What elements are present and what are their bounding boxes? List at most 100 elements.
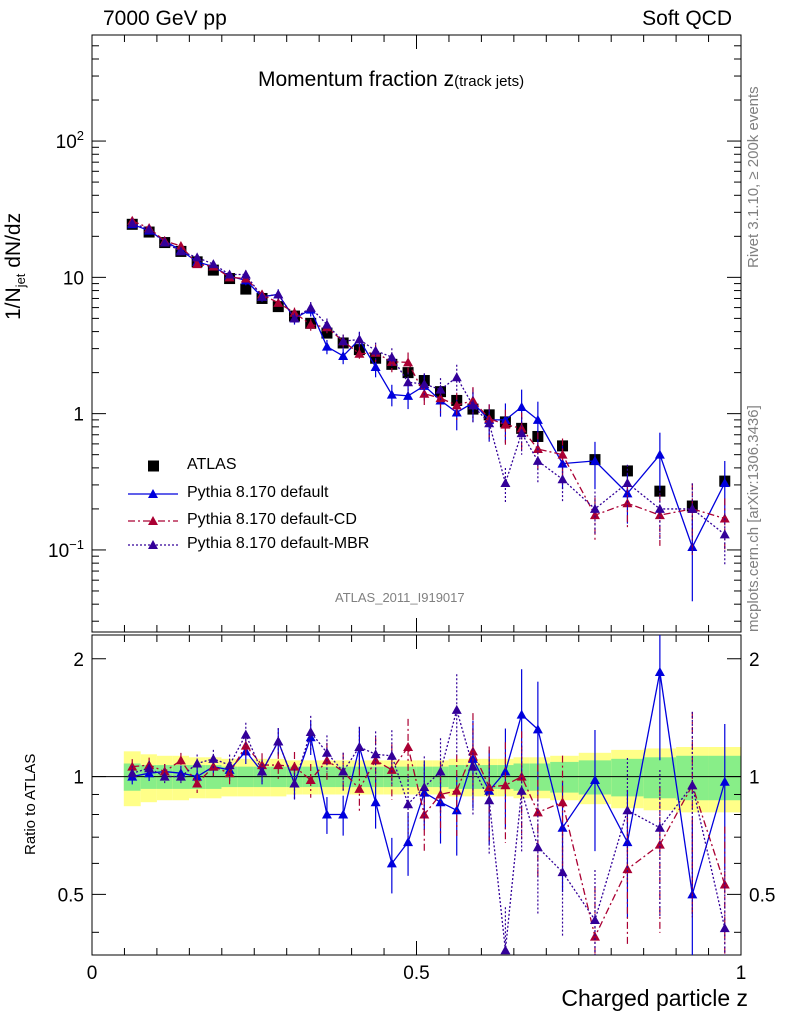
data-point-3 — [321, 319, 332, 329]
ratio-point-3 — [192, 758, 203, 768]
ratio-point-2 — [557, 797, 568, 807]
ratio-point-1 — [338, 809, 349, 819]
ratio-tick-label-right: 0.5 — [749, 885, 775, 906]
ratio-point-2 — [386, 764, 397, 774]
data-point-3 — [622, 477, 633, 487]
ratio-point-2 — [175, 755, 186, 765]
y-axis-label-sub: jet — [13, 273, 29, 288]
analysis-id: ATLAS_2011_I919017 — [335, 590, 465, 605]
x-tick-label: 1 — [736, 963, 747, 984]
data-point-2 — [557, 449, 568, 459]
ratio-point-3 — [532, 842, 543, 852]
legend-label-atlas: ATLAS — [187, 456, 237, 473]
y-axis-label-post: dN/dz — [2, 212, 25, 274]
data-point-2 — [435, 393, 446, 403]
ratio-point-2 — [403, 742, 414, 751]
data-point-1 — [589, 455, 600, 465]
x-tick-label: 0 — [87, 963, 98, 984]
data-point-1 — [516, 401, 527, 411]
ratio-point-3 — [321, 747, 332, 757]
y-tick-label: 10−1 — [48, 537, 84, 562]
data-point-1 — [403, 390, 414, 400]
ratio-point-2 — [224, 768, 235, 778]
data-point-3 — [370, 345, 381, 355]
ratio-point-3 — [435, 766, 446, 776]
data-point-3 — [338, 336, 349, 346]
ratio-point-3 — [159, 771, 170, 781]
y-tick-label: 10 — [63, 268, 84, 289]
ratio-point-3 — [127, 768, 138, 778]
ratio-point-1 — [516, 709, 527, 719]
series-line-3 — [132, 222, 726, 535]
data-point-1 — [321, 341, 332, 351]
y-tick-label: 1 — [73, 405, 84, 426]
ratio-point-1 — [386, 858, 397, 868]
data-point-3 — [403, 377, 414, 387]
data-point-3 — [451, 372, 462, 382]
data-point-2 — [305, 319, 316, 329]
data-point-2 — [289, 307, 300, 317]
ratio-tick-label-right: 2 — [749, 650, 760, 671]
ratio-point-1 — [370, 797, 381, 807]
data-point-2 — [192, 259, 203, 269]
data-point-3 — [289, 313, 300, 323]
ratio-point-3 — [500, 945, 511, 955]
ratio-point-1 — [451, 805, 462, 815]
data-point-2 — [622, 498, 633, 508]
ratio-point-1 — [654, 667, 665, 677]
ratio-point-1 — [532, 724, 543, 734]
chart-title: Momentum fraction z(track jets) — [258, 68, 524, 92]
ratio-point-2 — [451, 785, 462, 795]
ratio-band-inner — [529, 763, 551, 791]
ratio-point-2 — [289, 761, 300, 771]
data-point-3 — [589, 503, 600, 513]
data-point-2 — [516, 423, 527, 433]
legend-marker-3 — [148, 540, 158, 549]
data-point-2 — [719, 513, 730, 523]
ratio-point-3 — [516, 785, 527, 795]
ratio-point-3 — [354, 742, 365, 751]
header-energy: 7000 GeV pp — [103, 7, 227, 30]
data-point-3 — [419, 379, 430, 389]
data-point-3 — [435, 384, 446, 394]
ratio-point-2 — [435, 789, 446, 799]
data-point-3 — [208, 259, 219, 269]
data-point-1 — [338, 350, 349, 360]
chart-title-sub: (track jets) — [454, 73, 525, 90]
y-tick-label: 102 — [56, 128, 84, 153]
ratio-point-3 — [338, 766, 349, 776]
data-point-1 — [500, 414, 511, 424]
data-point-3 — [532, 455, 543, 465]
ratio-point-2 — [654, 839, 665, 849]
ratio-point-1 — [419, 787, 430, 797]
data-point-3 — [500, 477, 511, 487]
ratio-point-1 — [719, 776, 730, 786]
data-point-3 — [516, 428, 527, 438]
ratio-point-3 — [273, 736, 284, 746]
header-process: Soft QCD — [642, 7, 732, 30]
data-point-2 — [273, 297, 284, 307]
data-point-3 — [557, 474, 568, 484]
mcplots-reference-text: mcplots.cern.ch [arXiv:1306.3436] — [745, 405, 762, 632]
y-axis-label: 1/Njet dN/dz — [2, 213, 28, 320]
data-point-3 — [175, 246, 186, 256]
data-point-3 — [354, 334, 365, 344]
legend-label-mbr: Pythia 8.170 default-MBR — [187, 535, 370, 552]
legend-marker-1 — [148, 489, 158, 498]
ratio-point-3 — [419, 782, 430, 792]
data-point-3 — [257, 291, 268, 301]
data-point-3 — [467, 400, 478, 410]
data-point-1 — [532, 414, 543, 424]
legend-label-default: Pythia 8.170 default — [187, 484, 329, 501]
ratio-point-2 — [192, 778, 203, 788]
data-point-3 — [127, 218, 138, 228]
ratio-point-2 — [240, 740, 251, 750]
ratio-tick-label: 1 — [73, 768, 84, 789]
ratio-point-1 — [589, 774, 600, 784]
data-point-1 — [654, 449, 665, 459]
data-point-2 — [589, 510, 600, 520]
data-point-2 — [500, 419, 511, 429]
ratio-point-3 — [719, 923, 730, 933]
series-line-2 — [131, 220, 725, 520]
